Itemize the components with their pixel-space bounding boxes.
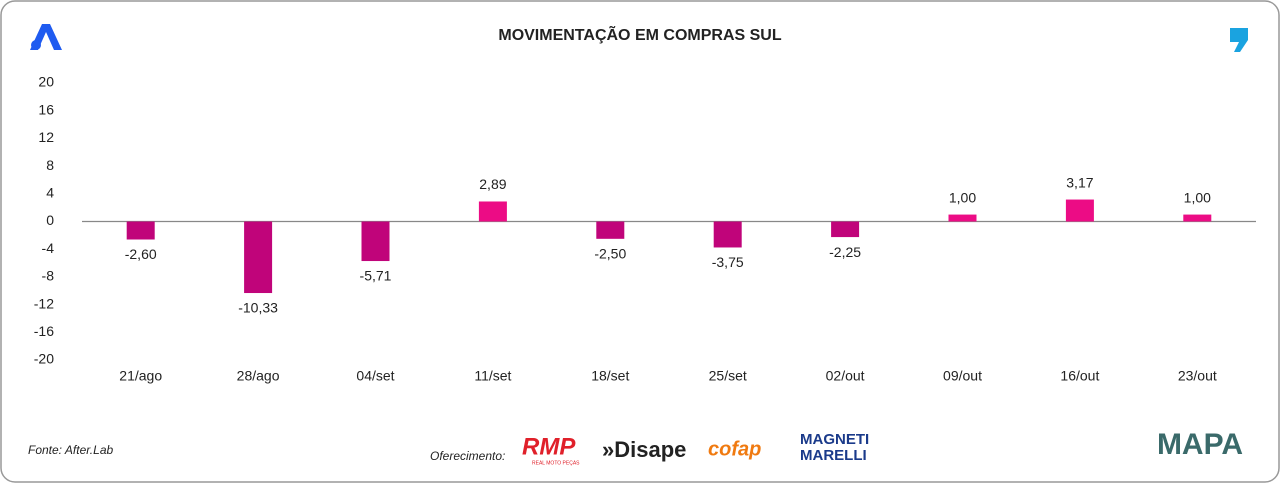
bar bbox=[478, 201, 507, 222]
sponsor-cofap: cofap bbox=[708, 438, 761, 460]
value-label: 3,17 bbox=[1066, 174, 1093, 190]
bar bbox=[1183, 214, 1212, 222]
bar bbox=[126, 221, 155, 240]
value-label: -2,50 bbox=[594, 246, 626, 262]
bar bbox=[596, 221, 625, 239]
x-tick-label: 11/set bbox=[474, 368, 511, 384]
value-label: -2,25 bbox=[829, 244, 861, 260]
y-tick-label: 20 bbox=[38, 74, 54, 90]
logo-a-dot bbox=[31, 40, 41, 50]
bar bbox=[1065, 199, 1094, 222]
x-tick-label: 23/out bbox=[1178, 368, 1217, 384]
x-tick-label: 09/out bbox=[943, 368, 982, 384]
sponsor-marelli: MARELLI bbox=[800, 447, 867, 464]
y-tick-label: 0 bbox=[46, 212, 54, 228]
value-label: -2,60 bbox=[125, 246, 157, 262]
sponsor-disape: »Disape bbox=[602, 437, 686, 462]
bar bbox=[831, 221, 860, 238]
value-label: 1,00 bbox=[949, 189, 976, 205]
y-tick-label: 12 bbox=[38, 129, 54, 145]
x-tick-label: 25/set bbox=[709, 368, 747, 384]
sponsor-rmp: RMP bbox=[522, 433, 576, 460]
chart-title: MOVIMENTAÇÃO EM COMPRAS SUL bbox=[498, 24, 781, 44]
bar bbox=[713, 221, 742, 248]
y-tick-label: 16 bbox=[38, 101, 54, 117]
y-tick-label: -20 bbox=[34, 351, 54, 367]
x-tick-label: 04/set bbox=[356, 368, 394, 384]
y-tick-label: 8 bbox=[46, 157, 54, 173]
sponsor-magneti: MAGNETI bbox=[800, 431, 869, 448]
y-tick-label: -8 bbox=[42, 268, 55, 284]
source: Fonte: After.Lab bbox=[28, 443, 113, 457]
bar bbox=[361, 221, 390, 262]
y-tick-label: -12 bbox=[34, 295, 54, 311]
y-tick-label: -16 bbox=[34, 323, 54, 339]
bar bbox=[244, 221, 273, 294]
sponsor-rmp-sub: REAL MOTO PEÇAS bbox=[532, 460, 580, 466]
logo-quote bbox=[1230, 28, 1248, 52]
x-tick-label: 28/ago bbox=[237, 368, 280, 384]
bar bbox=[948, 214, 977, 222]
x-tick-label: 16/out bbox=[1060, 368, 1099, 384]
value-label: 1,00 bbox=[1184, 189, 1211, 205]
y-tick-label: -4 bbox=[42, 240, 55, 256]
x-tick-label: 02/out bbox=[826, 368, 865, 384]
brand: MAPA bbox=[1157, 428, 1243, 461]
value-label: -5,71 bbox=[360, 268, 392, 284]
value-label: 2,89 bbox=[479, 176, 506, 192]
x-tick-label: 21/ago bbox=[119, 368, 162, 384]
value-label: -3,75 bbox=[712, 254, 744, 270]
x-tick-label: 18/set bbox=[591, 368, 629, 384]
value-label: -10,33 bbox=[238, 300, 278, 316]
y-tick-label: 4 bbox=[46, 185, 54, 201]
sponsor-label: Oferecimento: bbox=[430, 449, 505, 463]
